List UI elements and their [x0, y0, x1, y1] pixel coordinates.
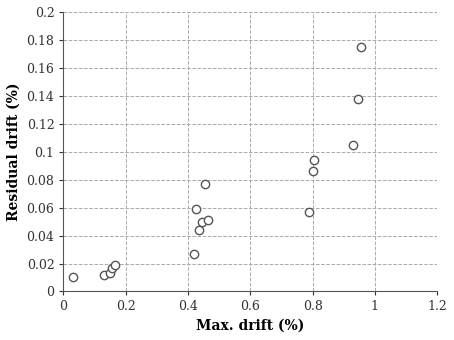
X-axis label: Max. drift (%): Max. drift (%) [196, 319, 305, 333]
Point [357, 44, 365, 50]
Point [306, 209, 313, 215]
Point [107, 271, 114, 276]
Y-axis label: Residual drift (%): Residual drift (%) [7, 83, 21, 221]
Point [69, 275, 76, 280]
Point [198, 219, 206, 224]
Point [191, 251, 198, 256]
Point [205, 218, 212, 223]
Point [111, 262, 118, 268]
Point [195, 227, 202, 233]
Point [354, 96, 361, 101]
Point [108, 265, 115, 270]
Point [350, 142, 357, 148]
Point [202, 181, 209, 187]
Point [309, 169, 316, 174]
Point [100, 272, 108, 277]
Point [192, 206, 199, 212]
Point [311, 157, 318, 163]
